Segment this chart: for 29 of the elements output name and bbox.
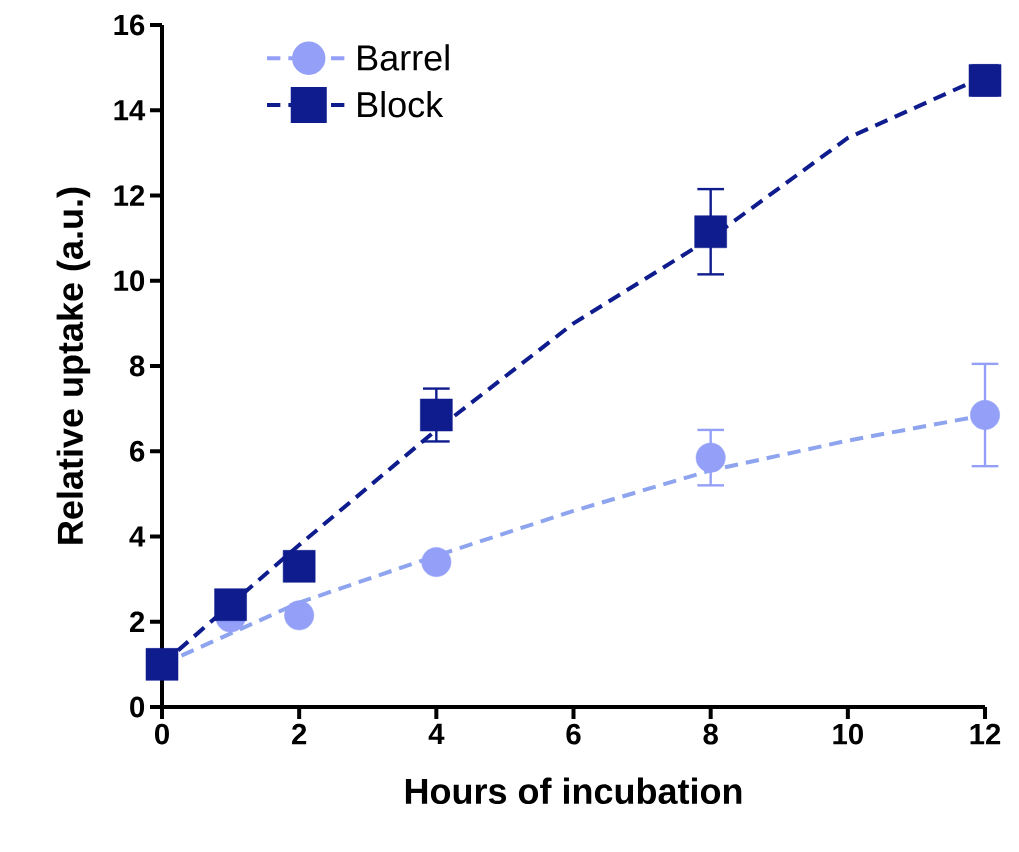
y-tick-label: 4	[129, 526, 146, 547]
x-tick-label: 10	[833, 723, 863, 745]
point	[694, 215, 727, 248]
y-tick-label: 12	[114, 185, 145, 206]
y-tick-label: 6	[130, 440, 145, 462]
y-tick-label: 8	[129, 355, 145, 377]
y-axis-title: Relative uptake (a.u.)	[56, 187, 91, 544]
x-tick-label: 8	[703, 723, 718, 745]
point	[420, 398, 453, 432]
point	[421, 547, 452, 578]
y-tick-label: 2	[130, 611, 145, 632]
legend-label: Block	[358, 90, 444, 118]
x-axis-title: Hours of incubation	[405, 777, 742, 805]
point	[282, 550, 316, 583]
y-tick-label: 10	[114, 270, 145, 292]
point	[145, 648, 179, 681]
point	[695, 442, 726, 473]
legend-label: Barrel	[358, 44, 449, 71]
x-tick-label: 12	[970, 723, 1001, 745]
point	[284, 600, 315, 631]
x-tick-label: 4	[428, 723, 445, 744]
point	[970, 400, 1000, 430]
y-tick-label: 0	[130, 696, 145, 718]
x-tick-label: 0	[154, 723, 169, 745]
y-tick-label: 14	[114, 100, 146, 121]
y-tick-label: 16	[114, 14, 145, 36]
x-tick-label: 2	[292, 723, 307, 745]
point	[214, 588, 247, 621]
x-tick-label: 6	[566, 723, 581, 745]
